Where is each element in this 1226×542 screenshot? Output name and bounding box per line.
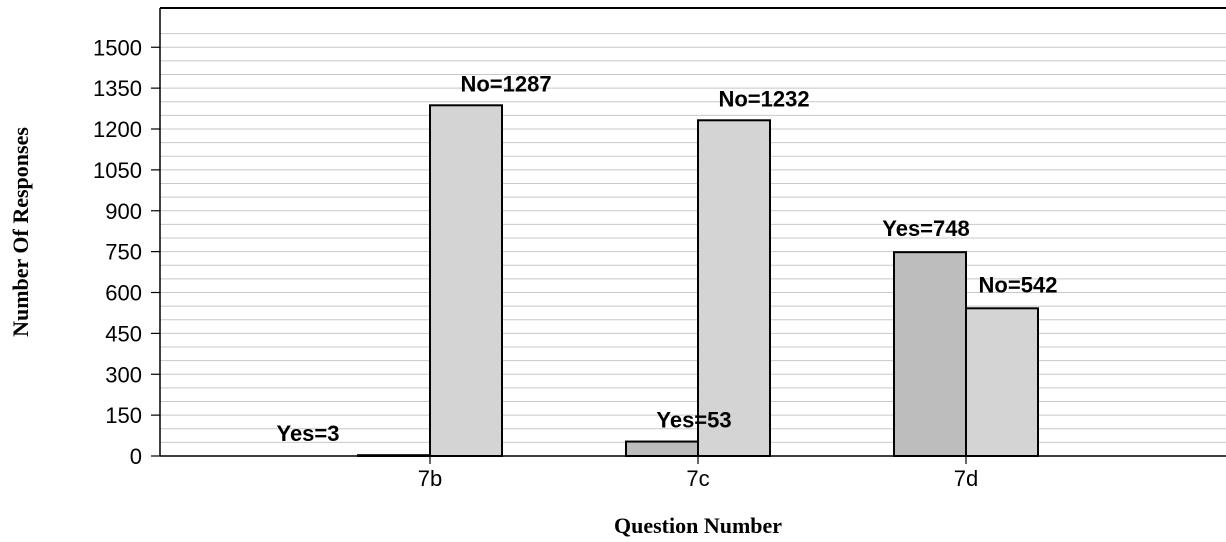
- x-tick-labels: 7b 7c 7d: [418, 456, 978, 491]
- data-label: Yes=748: [882, 216, 969, 241]
- bar: [357, 454, 431, 457]
- data-label: Yes=53: [656, 408, 731, 433]
- y-tick-label: 150: [105, 403, 142, 428]
- data-label: No=1287: [460, 71, 551, 96]
- y-tick-label: 1200: [93, 117, 142, 142]
- y-tick-labels: 0 150 300 450 600 750 900 1050 1200 1350 1500: [93, 35, 160, 469]
- y-tick-label: 1050: [93, 158, 142, 183]
- y-tick-label: 0: [130, 444, 142, 469]
- x-axis-title: Question Number: [614, 513, 782, 538]
- y-tick-label: 300: [105, 362, 142, 387]
- y-axis-title: Number Of Responses: [8, 127, 33, 337]
- y-tick-label: 1500: [93, 35, 142, 60]
- y-tick-label: 900: [105, 199, 142, 224]
- data-labels: Yes=3 No=1287 Yes=53 No=1232 Yes=748 No=542: [276, 71, 1057, 446]
- bar: [893, 251, 967, 457]
- y-tick-label: 750: [105, 240, 142, 265]
- gridlines: [160, 33, 1226, 443]
- bar: [429, 104, 503, 457]
- bar: [625, 440, 699, 457]
- y-tick-label: 1350: [93, 76, 142, 101]
- y-tick-label: 450: [105, 321, 142, 346]
- bar: [697, 119, 771, 457]
- x-tick-label: 7c: [686, 466, 709, 491]
- data-label: Yes=3: [276, 421, 339, 446]
- bar: [965, 307, 1039, 457]
- bars: [357, 104, 1039, 457]
- data-label: No=542: [979, 272, 1058, 297]
- y-tick-label: 600: [105, 281, 142, 306]
- data-label: No=1232: [718, 86, 809, 111]
- x-tick-label: 7d: [954, 466, 978, 491]
- x-tick-label: 7b: [418, 466, 442, 491]
